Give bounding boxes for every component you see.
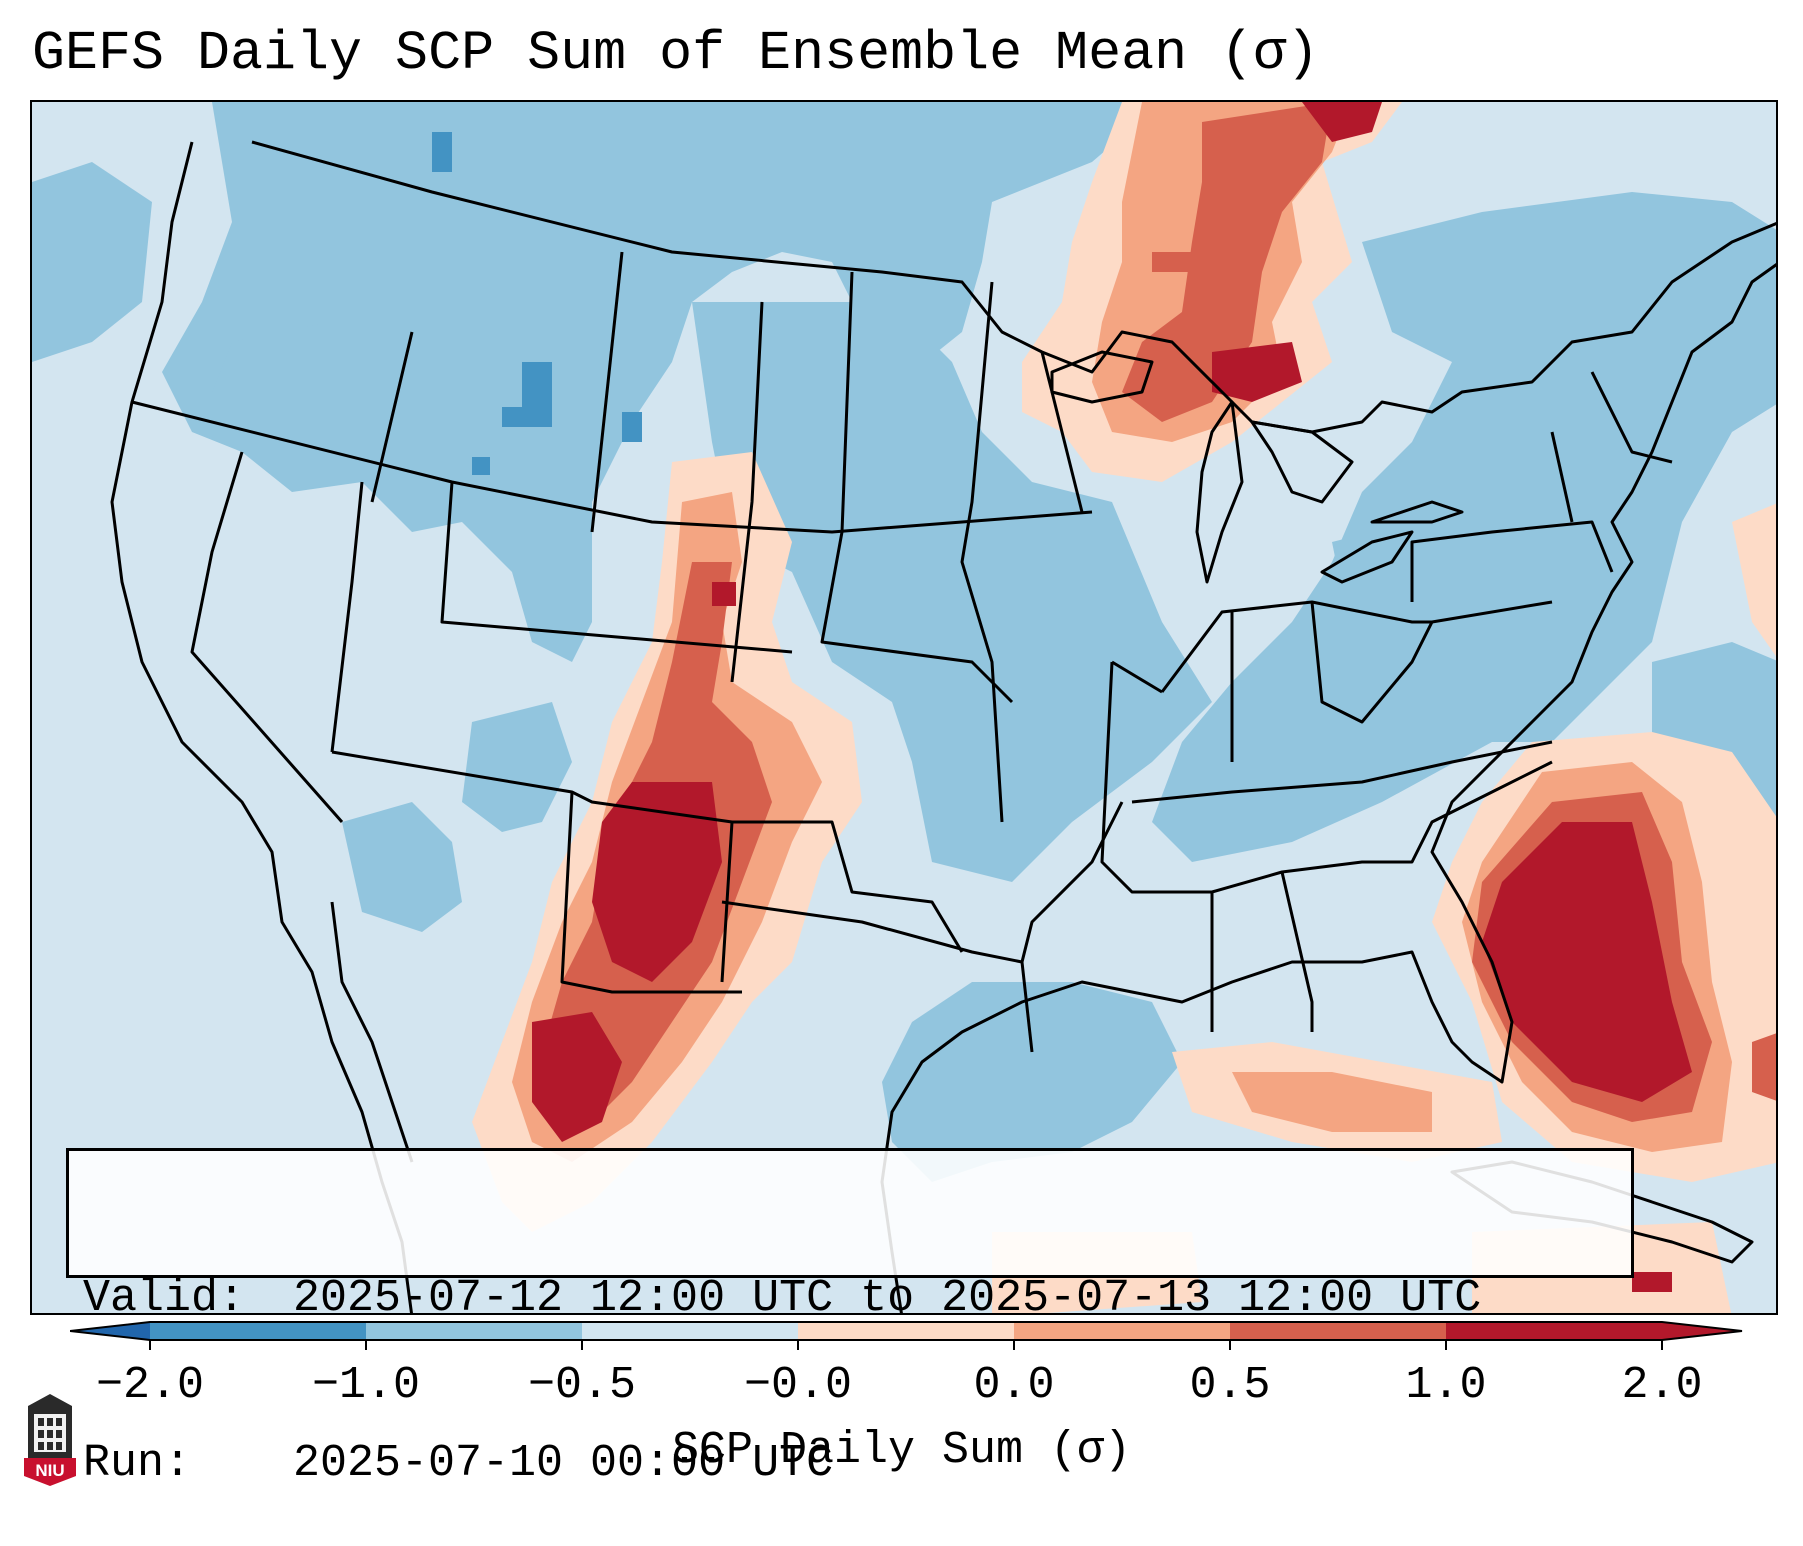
colorbar-tick-label: −0.0 [743, 1360, 853, 1411]
logo-text: NIU [35, 1461, 64, 1480]
valid-row: Valid: 2025-07-12 12:00 UTC to 2025-07-13… [83, 1271, 1617, 1326]
colorbar [70, 1321, 1743, 1350]
colorbar-segment [366, 1322, 582, 1340]
colorbar-extend-high [1662, 1322, 1742, 1340]
negative-anomaly-regions [32, 102, 1776, 1182]
run-label: Run: [83, 1438, 192, 1489]
boundaries [110, 140, 1776, 1313]
colorbar-label: SCP Daily Sum (σ) [671, 1425, 1132, 1476]
colorbar-tick-label: 2.0 [1621, 1360, 1703, 1411]
colorbar-segment [1446, 1322, 1662, 1340]
run-row: Run: 2025-07-10 00:00 UTC [83, 1436, 1617, 1491]
colorbar-tick-label: −2.0 [95, 1360, 205, 1411]
run-value: 2025-07-10 00:00 UTC [293, 1438, 834, 1489]
colorbar-tick-label: 0.0 [973, 1360, 1055, 1411]
map-panel [30, 100, 1778, 1315]
scp-map [32, 102, 1776, 1313]
colorbar-segment [1230, 1322, 1446, 1340]
valid-time-box: Valid: 2025-07-12 12:00 UTC to 2025-07-13… [66, 1148, 1634, 1489]
colorbar-segment [582, 1322, 798, 1340]
colorbar-tick-label: −0.5 [527, 1360, 637, 1411]
colorbar-segment [1014, 1322, 1230, 1340]
colorbar-tick-label: 0.5 [1189, 1360, 1271, 1411]
positive-anomaly-regions [472, 102, 1776, 1313]
map-title: GEFS Daily SCP Sum of Ensemble Mean (σ) [32, 22, 1320, 85]
colorbar-tick-label: −1.0 [311, 1360, 421, 1411]
valid-label: Valid: [83, 1273, 246, 1324]
colorbar-extend-low [70, 1322, 150, 1340]
colorbar-tick-label: 1.0 [1405, 1360, 1487, 1411]
colorbar-segment [798, 1322, 1014, 1340]
university-tower-icon: NIU [24, 1394, 76, 1486]
valid-value: 2025-07-12 12:00 UTC to 2025-07-13 12:00… [293, 1273, 1482, 1324]
colorbar-segment [150, 1322, 366, 1340]
strong-negative-spots [432, 132, 642, 475]
